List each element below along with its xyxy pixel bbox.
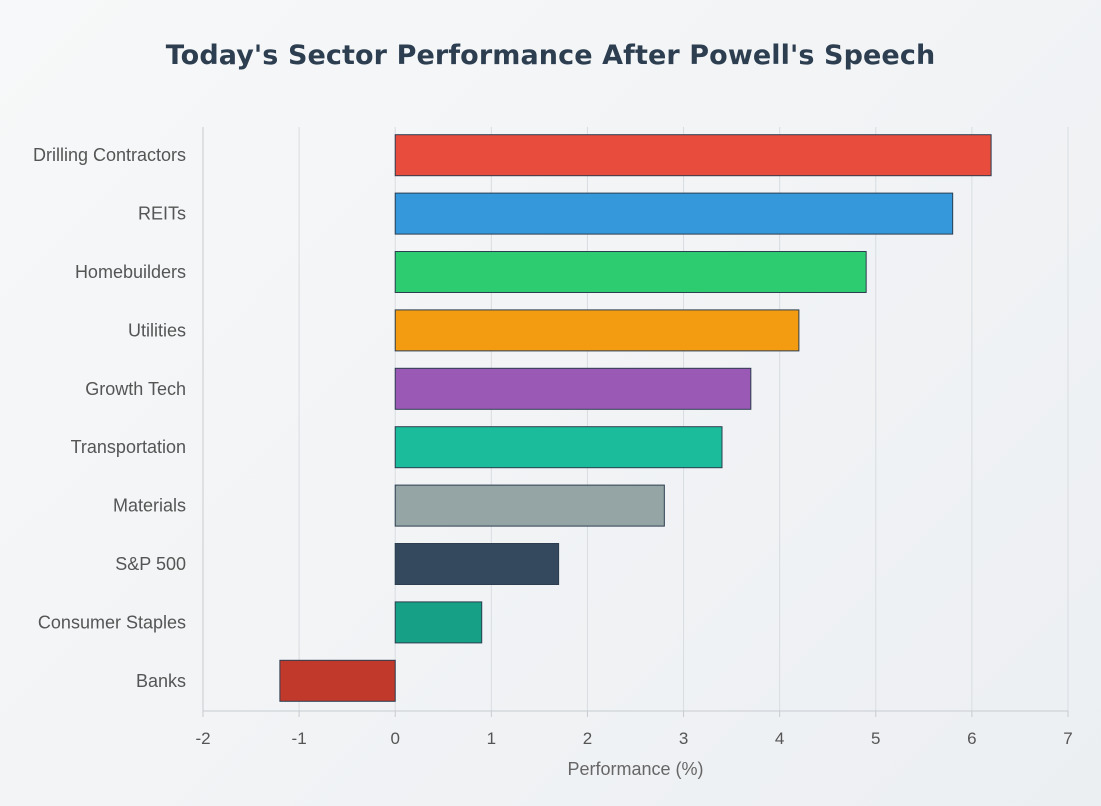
x-tick-labels: -2 -1 0 1 2 3 4 5 6 7: [195, 729, 1072, 748]
bar-drilling-contractors: [394, 134, 992, 177]
x-tick-label: 7: [1063, 729, 1072, 748]
x-tick-label: -1: [292, 729, 307, 748]
x-tick-label: -2: [195, 729, 210, 748]
category-labels: Drilling Contractors REITs Homebuilders Uti…: [33, 145, 186, 691]
category-label: Growth Tech: [85, 379, 186, 399]
x-axis-title: Performance (%): [567, 759, 703, 779]
x-tick-label: 3: [679, 729, 688, 748]
bar-homebuilders: [394, 251, 867, 293]
bar-growth-tech: [394, 367, 752, 410]
category-label: Banks: [136, 671, 186, 691]
category-label: Utilities: [128, 320, 186, 340]
axes: [202, 127, 1068, 712]
category-label: Materials: [113, 496, 186, 516]
bar-utilities: [394, 309, 800, 352]
bar-s-p-500: [394, 543, 560, 585]
bar-consumer-staples: [394, 601, 483, 644]
x-tick-label: 1: [487, 729, 496, 748]
x-tick-label: 5: [871, 729, 880, 748]
x-tick-label: 6: [967, 729, 976, 748]
category-label: Transportation: [71, 437, 186, 457]
category-label: Consumer Staples: [38, 612, 186, 632]
x-tick-label: 2: [583, 729, 592, 748]
x-tick-label: 0: [390, 729, 399, 748]
bar-banks: [279, 659, 396, 702]
bar-materials: [394, 484, 665, 527]
bars: [279, 134, 992, 702]
bar-transportation: [394, 426, 723, 469]
bar-reits: [394, 192, 954, 235]
category-label: Homebuilders: [75, 262, 186, 282]
x-tick-label: 4: [775, 729, 784, 748]
category-label: Drilling Contractors: [33, 145, 186, 165]
category-label: REITs: [138, 204, 186, 224]
category-label: S&P 500: [115, 554, 186, 574]
chart-title: Today's Sector Performance After Powell'…: [165, 40, 936, 71]
